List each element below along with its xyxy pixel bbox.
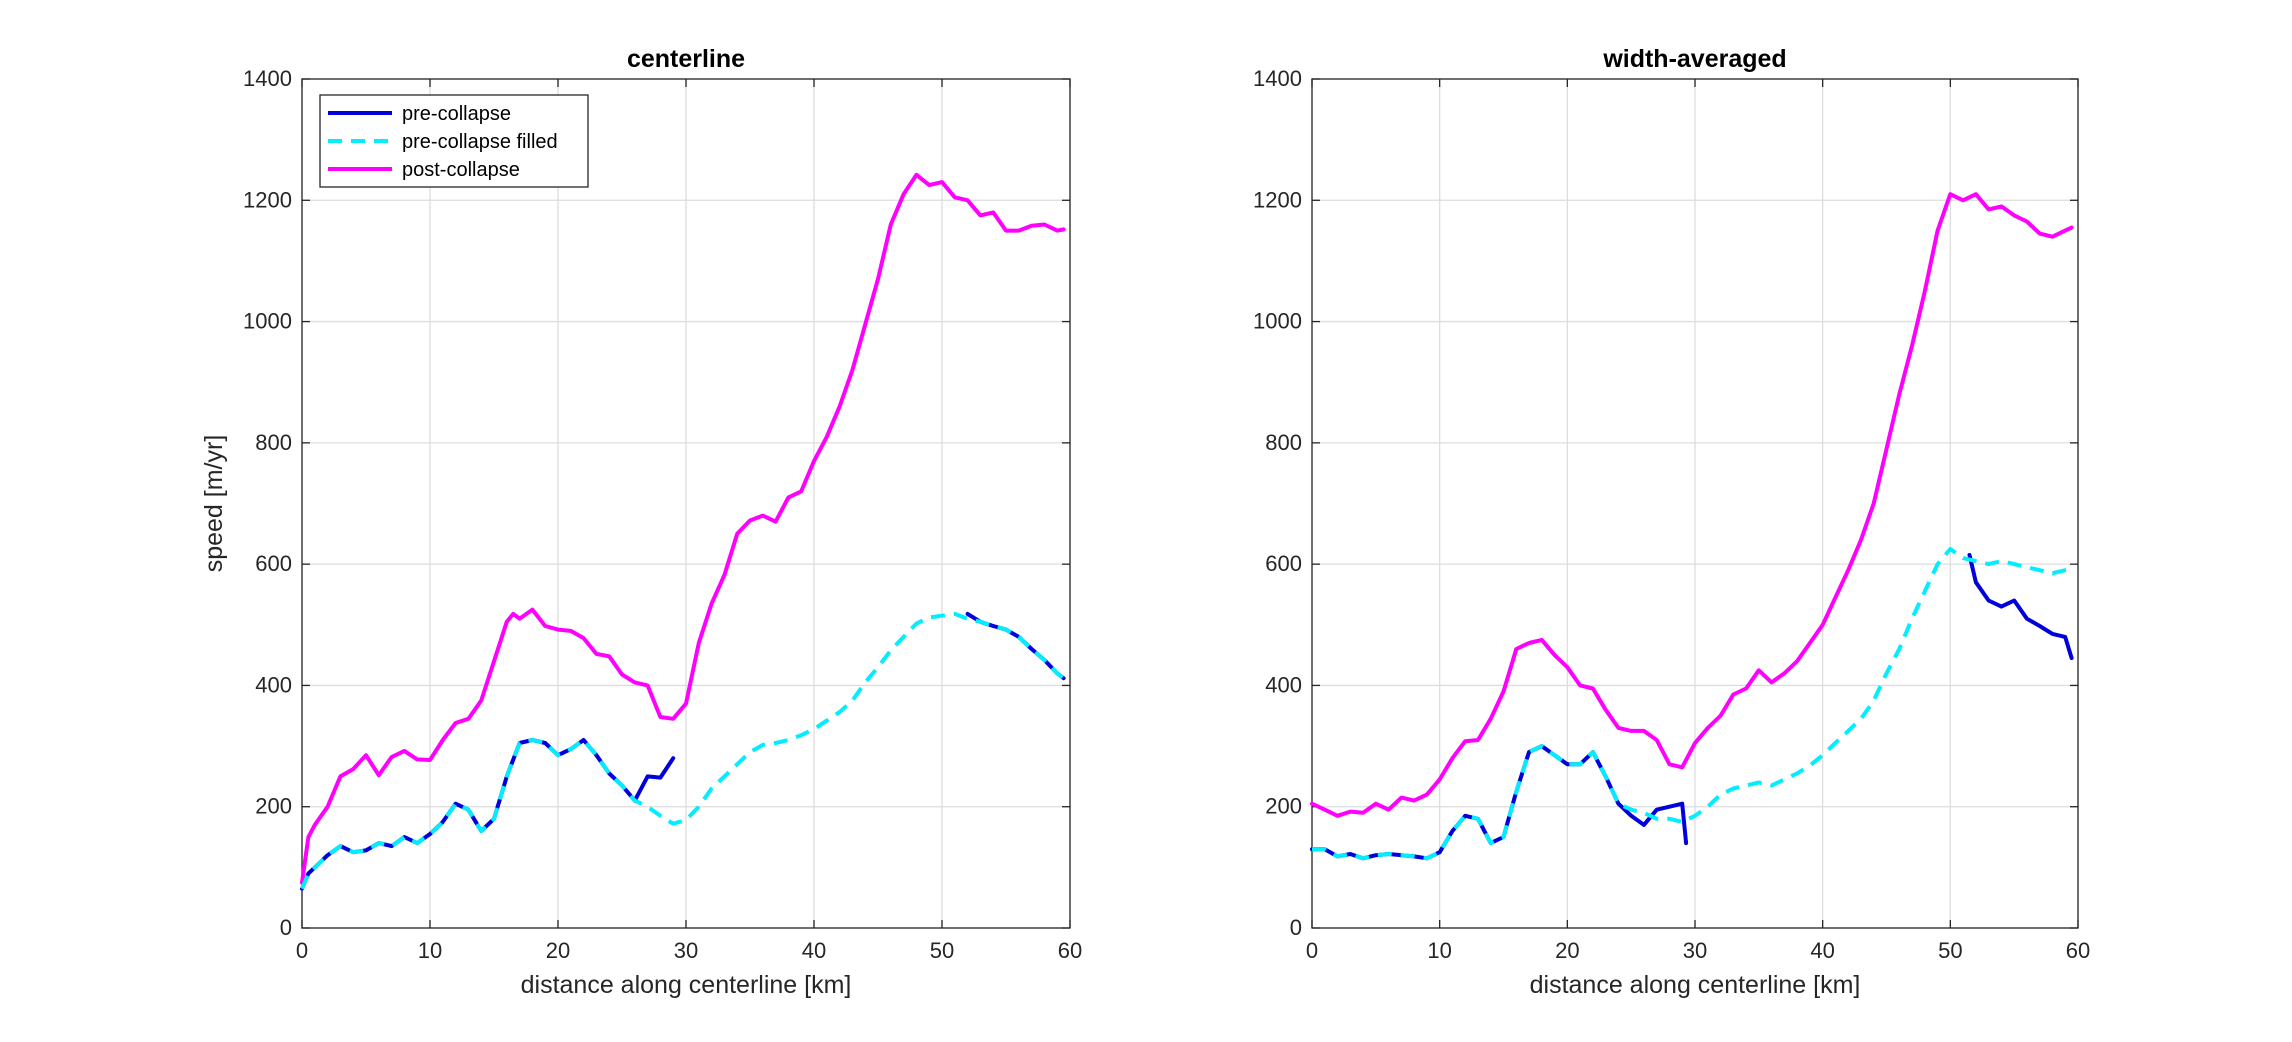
series-line-post-collapse	[300, 172, 1066, 885]
y-tick-label: 0	[1290, 915, 1302, 940]
x-tick-label: 40	[802, 938, 826, 963]
y-tick-label: 1200	[243, 187, 292, 212]
series-line-pre-collapse-filled	[1312, 547, 2072, 861]
x-tick-label: 20	[546, 938, 570, 963]
series-line-pre-collapse	[1967, 553, 2074, 661]
x-tick-label: 50	[930, 938, 954, 963]
y-tick-label: 600	[1265, 551, 1302, 576]
y-tick-label: 1000	[1253, 309, 1302, 334]
chart-title: width-averaged	[1602, 45, 1786, 73]
chart-title: centerline	[627, 45, 745, 73]
y-axis-label: speed [m/yr]	[200, 435, 228, 573]
y-tick-label: 800	[255, 430, 292, 455]
x-tick-label: 60	[2066, 938, 2090, 963]
y-tick-label: 400	[1265, 672, 1302, 697]
y-tick-label: 200	[255, 794, 292, 819]
x-tick-label: 50	[1938, 938, 1962, 963]
x-tick-label: 10	[1427, 938, 1451, 963]
x-tick-label: 0	[296, 938, 308, 963]
legend-label: pre-collapse	[402, 103, 511, 125]
x-tick-label: 60	[1058, 938, 1082, 963]
y-tick-label: 600	[255, 551, 292, 576]
x-tick-label: 0	[1306, 938, 1318, 963]
y-tick-label: 1400	[1253, 66, 1302, 91]
y-tick-label: 1400	[243, 66, 292, 91]
x-tick-label: 10	[418, 938, 442, 963]
series-line-post-collapse	[1310, 192, 2074, 818]
y-tick-label: 200	[1265, 794, 1302, 819]
panel-centerline: centerline 0 10 20 30 40 50 600200400600800100…	[200, 45, 1082, 999]
panel-width-averaged: width-averaged 0 10 20 30 40 50 60020040060080…	[1253, 45, 2090, 999]
x-tick-label: 30	[1683, 938, 1707, 963]
legend-label: post-collapse	[402, 159, 520, 181]
x-tick-label: 20	[1555, 938, 1579, 963]
legend: pre-collapse pre-collapse filled post-coll…	[319, 94, 589, 188]
x-axis-label: distance along centerline [km]	[521, 971, 852, 999]
y-tick-label: 0	[280, 915, 292, 940]
series-line-pre-collapse	[1310, 744, 1689, 861]
x-tick-label: 40	[1810, 938, 1834, 963]
x-tick-label: 30	[674, 938, 698, 963]
y-tick-label: 400	[255, 672, 292, 697]
y-tick-label: 1000	[243, 309, 292, 334]
legend-label: pre-collapse filled	[402, 131, 558, 153]
series-line-pre-collapse-filled	[300, 611, 1065, 890]
y-tick-label: 1200	[1253, 187, 1302, 212]
x-axis-label: distance along centerline [km]	[1530, 971, 1861, 999]
y-tick-label: 800	[1265, 430, 1302, 455]
